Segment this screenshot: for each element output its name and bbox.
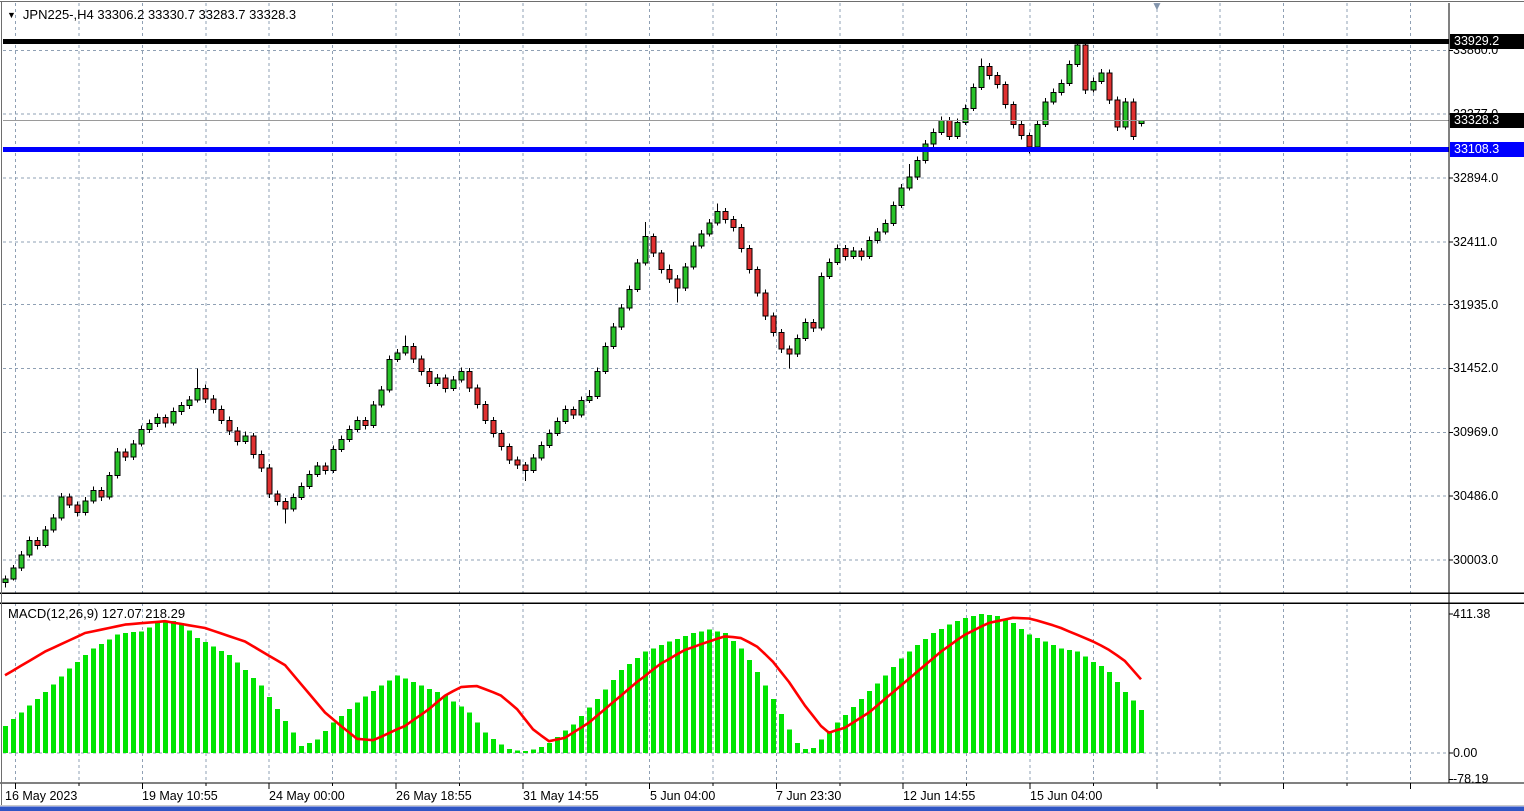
price-tick-label: 30003.0: [1453, 552, 1499, 567]
window-border-top: [0, 1, 1524, 2]
price-tick-label: 31935.0: [1453, 297, 1499, 312]
pane-borders: [0, 3, 1524, 789]
statusbar-separator: [0, 805, 1524, 806]
horizontal-lines-group[interactable]: [3, 38, 1449, 153]
time-tick-label: 15 Jun 04:00: [1030, 789, 1103, 803]
price-line-label: 33929.2: [1450, 33, 1524, 49]
time-tick-label: 16 May 2023: [5, 789, 78, 803]
chart-title: ▼ JPN225-,H4 33306.2 33330.7 33283.7 3332…: [7, 7, 296, 22]
time-tick-label: 5 Jun 04:00: [650, 789, 716, 803]
macd-tick-label: -78.19: [1453, 772, 1489, 787]
price-axis[interactable]: [1449, 0, 1524, 783]
price-tick-label: 32894.0: [1453, 171, 1499, 185]
price-tick-label: 31452.0: [1453, 361, 1499, 376]
statusbar-strip: [0, 806, 1524, 811]
macd-tick-label: 411.38: [1453, 606, 1491, 621]
candles-group: [2, 41, 1145, 588]
chart-shift-marker-icon: ▼: [1151, 0, 1163, 13]
price-line-label: 33328.3: [1450, 113, 1524, 129]
time-tick-label: 19 May 10:55: [142, 789, 218, 803]
price-tick-label: 32411.0: [1453, 234, 1498, 249]
macd-signal-line: [4, 616, 1142, 743]
time-tick-label: 12 Jun 14:55: [903, 789, 976, 803]
macd-histogram-group: [3, 614, 1144, 753]
time-axis[interactable]: [0, 783, 1449, 805]
time-tick-label: 26 May 18:55: [396, 789, 472, 803]
grid-vertical: [15, 3, 1411, 783]
macd-indicator-label: MACD(12,26,9) 127.07 218.29: [8, 606, 186, 621]
macd-tick-label: 0.00: [1453, 746, 1478, 760]
time-tick-label: 7 Jun 23:30: [776, 789, 842, 803]
price-tick-label: 30486.0: [1453, 489, 1499, 504]
window-border-left: [1, 1, 2, 806]
dropdown-triangle-icon[interactable]: ▼: [7, 10, 16, 20]
price-line-label: 33108.3: [1450, 142, 1524, 158]
time-tick-label: 31 May 14:55: [523, 789, 599, 803]
time-tick-label: 24 May 00:00: [269, 789, 345, 803]
chart-title-text: JPN225-,H4 33306.2 33330.7 33283.7 33328…: [22, 7, 297, 22]
price-tick-label: 30969.0: [1453, 425, 1499, 440]
